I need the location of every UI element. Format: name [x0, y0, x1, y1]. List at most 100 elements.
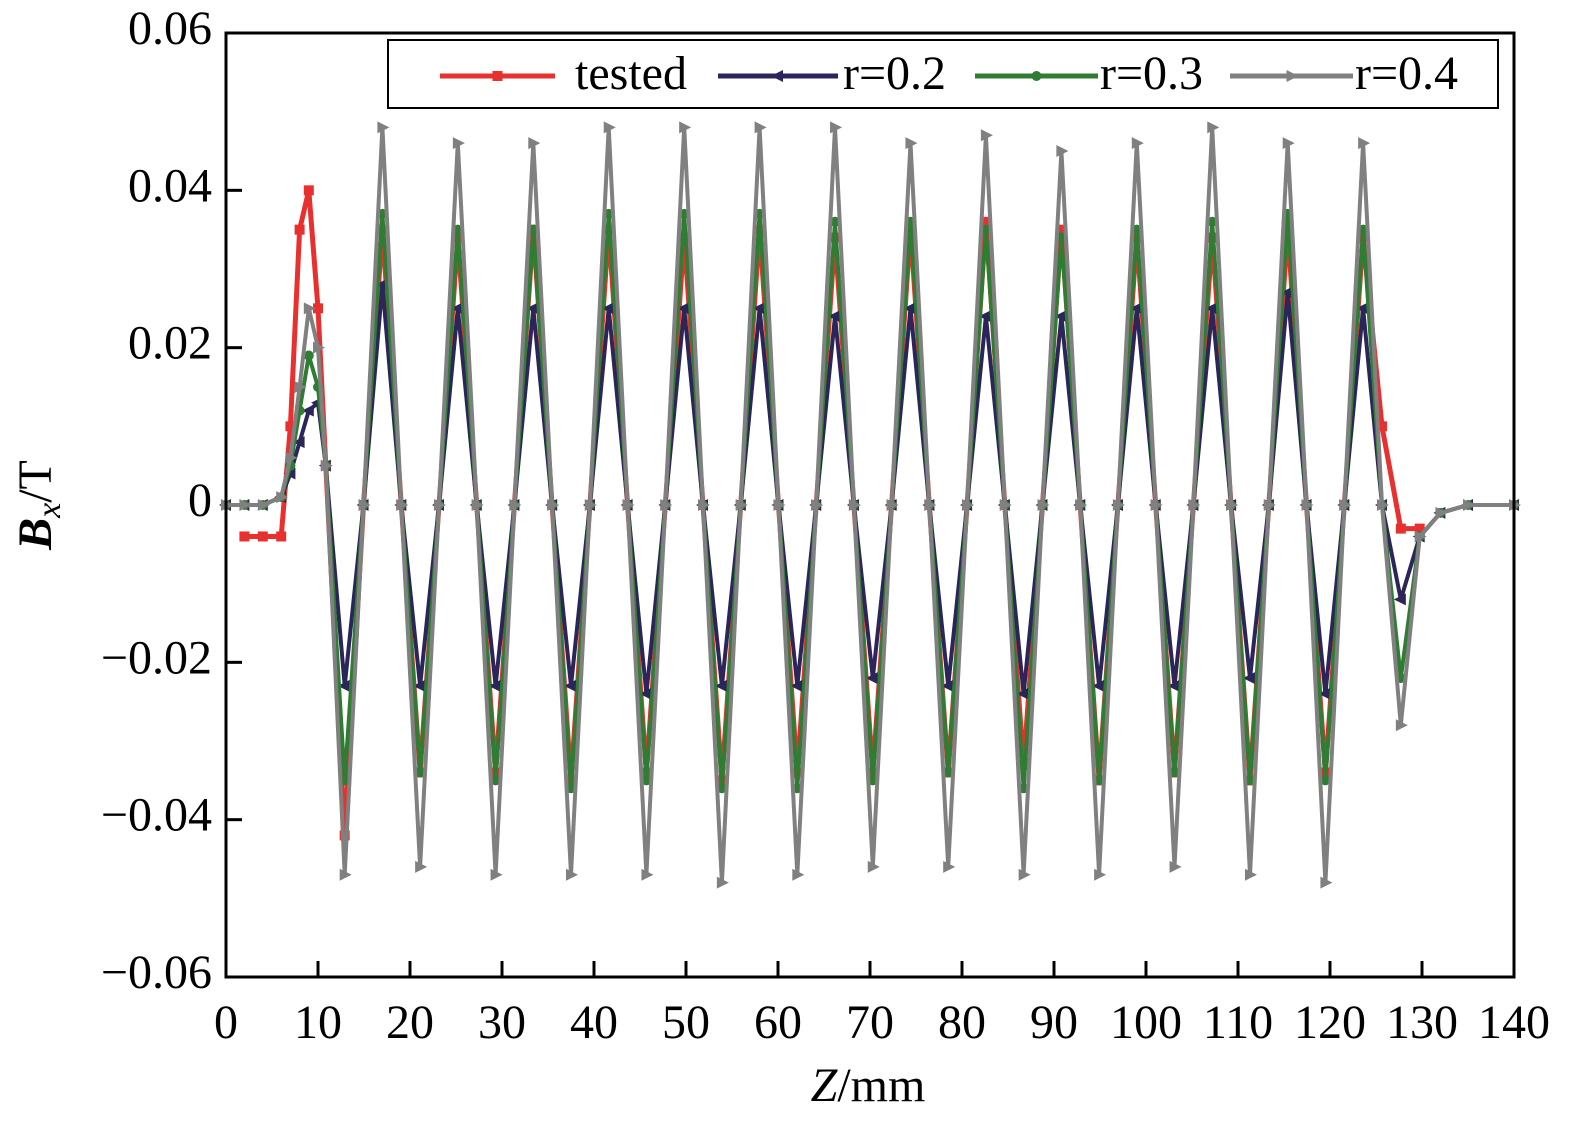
legend-label: r=0.4: [1355, 47, 1458, 100]
x-axis-symbol: Z: [811, 1059, 839, 1112]
marker: [1242, 672, 1255, 685]
legend-label: r=0.3: [1100, 47, 1203, 100]
marker: [865, 672, 878, 685]
marker: [337, 679, 350, 692]
marker: [276, 531, 287, 542]
x-tick-label: 50: [662, 996, 710, 1049]
y-tick-label: 0.06: [128, 2, 212, 55]
marker: [1056, 145, 1069, 157]
marker: [1056, 224, 1067, 235]
marker: [1167, 679, 1180, 692]
legend-marker: [1031, 71, 1042, 81]
marker: [1075, 499, 1088, 511]
marker: [622, 499, 635, 511]
marker: [396, 499, 409, 511]
marker: [413, 679, 426, 692]
legend-label: tested: [575, 47, 687, 100]
marker: [433, 499, 446, 511]
x-tick-label: 100: [1110, 996, 1182, 1049]
marker: [790, 679, 803, 692]
marker: [811, 499, 824, 511]
x-tick-label: 10: [294, 996, 342, 1049]
marker: [1356, 302, 1369, 315]
y-axis-symbol: B: [9, 518, 62, 551]
x-axis-unit: /mm: [837, 1059, 925, 1112]
marker: [1207, 216, 1218, 227]
x-tick-label: 90: [1030, 996, 1078, 1049]
marker: [303, 302, 316, 315]
x-tick-label: 110: [1203, 996, 1273, 1049]
marker: [294, 224, 305, 235]
marker: [1169, 860, 1182, 873]
marker: [1150, 499, 1163, 511]
plot-frame: [224, 31, 1516, 979]
marker: [773, 499, 786, 511]
marker: [924, 499, 937, 511]
x-tick-label: 80: [938, 996, 986, 1049]
marker: [660, 499, 673, 511]
marker: [303, 350, 314, 361]
marker: [752, 302, 765, 315]
x-axis-label: Z/mm: [811, 1059, 926, 1112]
marker: [509, 499, 522, 511]
marker: [1393, 593, 1406, 606]
marker: [339, 868, 352, 881]
marker: [1094, 868, 1107, 881]
marker: [566, 868, 578, 881]
marker: [1094, 775, 1105, 786]
marker: [303, 185, 314, 196]
marker: [452, 137, 465, 150]
marker: [1320, 775, 1331, 786]
marker: [1358, 137, 1371, 150]
marker: [1463, 499, 1475, 511]
marker: [415, 860, 428, 873]
legend-label: r=0.2: [843, 47, 946, 100]
marker: [735, 499, 748, 511]
y-tick-label: −0.04: [101, 789, 212, 842]
marker: [980, 129, 993, 142]
marker: [313, 303, 323, 314]
marker: [1376, 421, 1387, 432]
marker: [1435, 506, 1448, 519]
marker: [564, 679, 576, 692]
marker: [962, 499, 975, 511]
marker: [1376, 499, 1389, 511]
x-tick-label: 120: [1294, 996, 1366, 1049]
marker: [641, 775, 652, 786]
marker: [603, 121, 616, 134]
marker: [1226, 499, 1239, 511]
marker: [639, 687, 652, 700]
y-axis-unit: /T: [9, 460, 62, 503]
marker: [239, 531, 250, 542]
marker: [490, 775, 501, 786]
marker: [830, 216, 841, 227]
marker: [716, 876, 729, 889]
marker: [375, 278, 388, 291]
x-tick-label: 140: [1478, 996, 1550, 1049]
marker: [1129, 302, 1142, 315]
x-tick-label: 20: [386, 996, 434, 1049]
marker: [903, 302, 916, 315]
marker: [257, 499, 270, 511]
marker: [1280, 286, 1293, 299]
y-tick-label: −0.06: [101, 946, 212, 999]
marker: [714, 679, 727, 692]
marker: [547, 499, 560, 511]
marker: [1320, 876, 1333, 889]
marker: [1244, 868, 1257, 881]
marker: [1339, 499, 1352, 511]
marker: [941, 679, 954, 692]
marker: [1054, 310, 1067, 323]
marker: [698, 499, 711, 511]
marker: [285, 451, 298, 464]
marker: [1188, 499, 1201, 511]
y-tick-label: 0.04: [128, 159, 212, 212]
series-line: [226, 125, 1514, 885]
marker: [677, 302, 690, 315]
marker: [1205, 302, 1218, 315]
marker: [830, 121, 843, 134]
y-tick-label: 0: [188, 474, 212, 527]
marker: [415, 767, 426, 778]
marker: [1016, 687, 1029, 700]
marker: [1263, 499, 1276, 511]
